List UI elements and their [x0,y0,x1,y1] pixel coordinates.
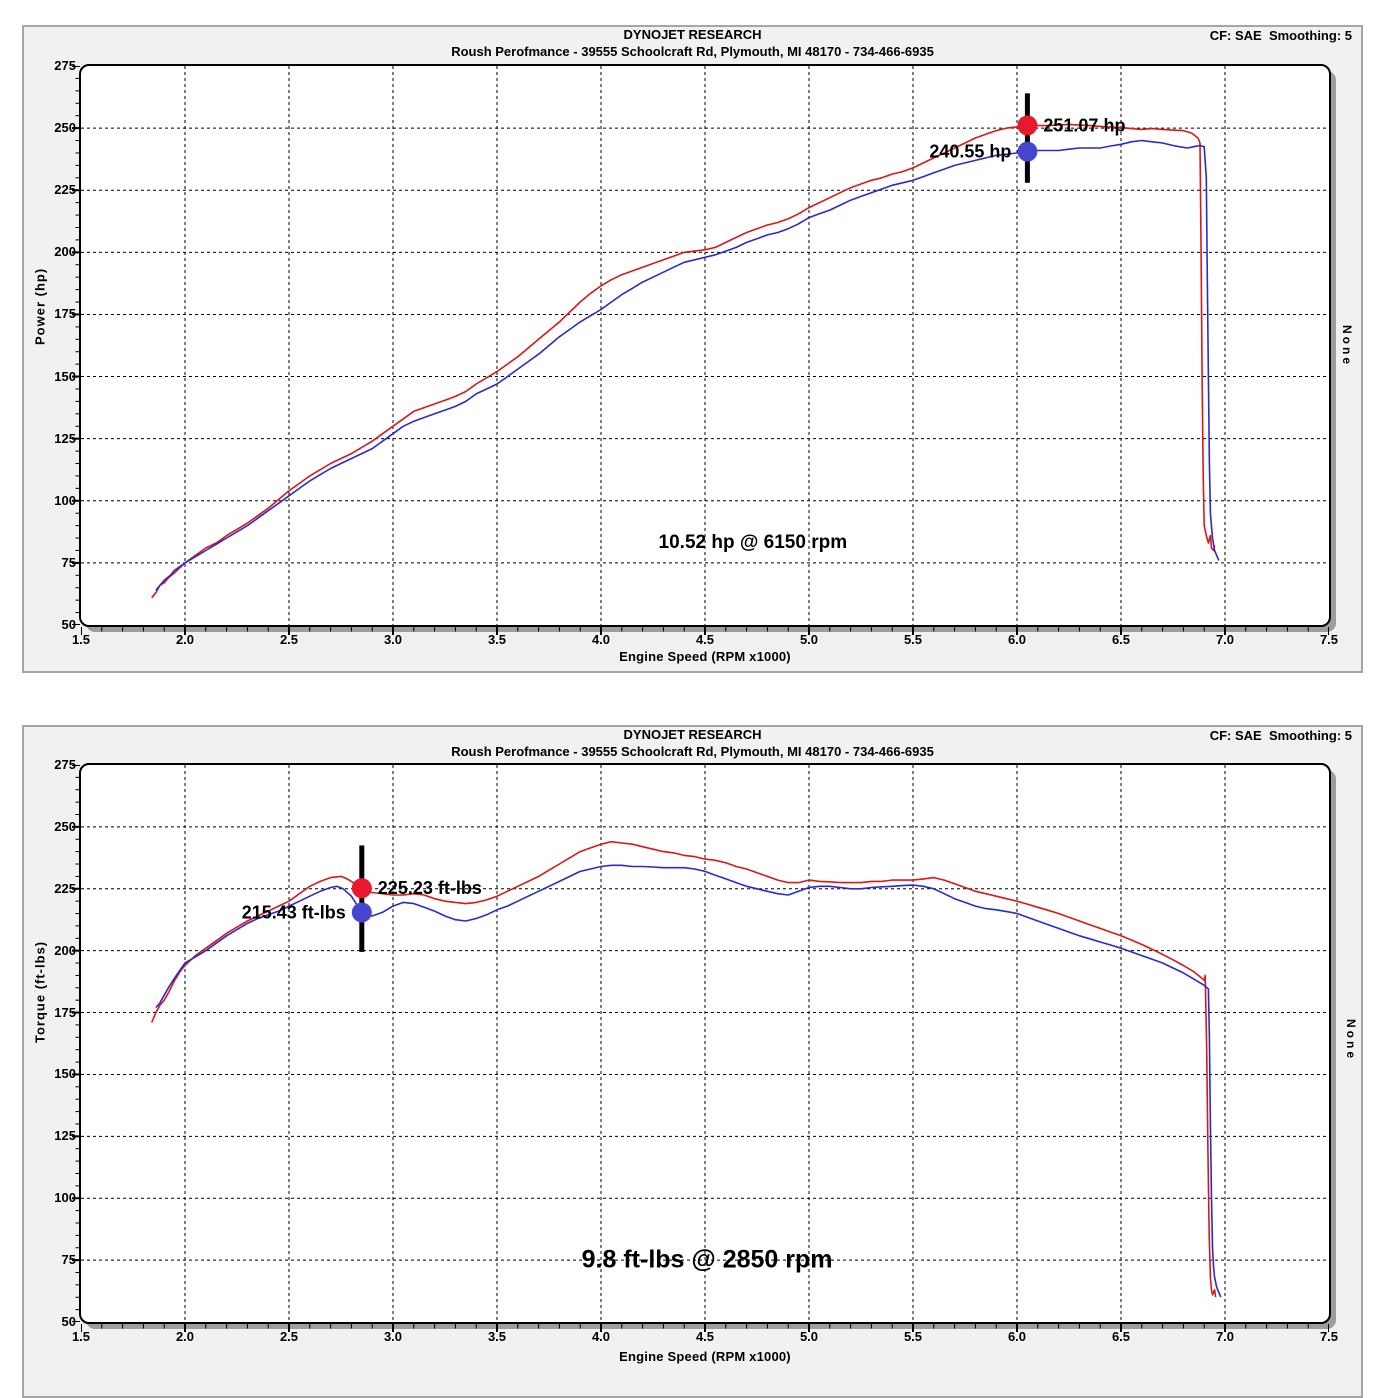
x-tick-label: 6.5 [1111,1329,1131,1344]
power-chart-title: DYNOJET RESEARCH [623,27,762,42]
x-tick-label: 3.0 [383,632,403,647]
marker-value-label: 251.07 hp [1043,115,1125,135]
power-curve-blue-run [155,139,1220,591]
difference-annotation: 9.8 ft-lbs @ 2850 rpm [582,1246,833,1274]
x-tick-label: 5.0 [799,1329,819,1344]
power-plot-area: 10.52 hp @ 6150 rpm 251.07 hp 240.55 hp [79,64,1331,627]
y-tick-label: 250 [54,818,76,834]
marker-value-label: 225.23 ft-lbs [378,878,482,898]
x-tick-label: 6.5 [1111,632,1131,647]
y-tick-label: 50 [61,617,76,632]
power-x-axis-ticks [81,627,1329,635]
y-tick-label: 75 [61,554,76,570]
x-tick-label: 2.0 [175,1329,195,1344]
y-tick-label: 200 [54,244,76,260]
x-tick-label: 5.5 [903,1329,923,1344]
torque-y-axis-ticks [72,765,80,1322]
x-tick-label: 4.5 [695,632,715,647]
x-tick-label: 1.5 [71,632,91,647]
marker-value-label: 240.55 hp [929,142,1011,162]
marker-dot-blue[interactable] [351,902,372,923]
x-tick-label: 2.5 [279,1329,299,1344]
torque-chart-title: DYNOJET RESEARCH [623,727,762,742]
cursor-marker-bar[interactable] [1024,93,1030,183]
torque-chart-subtitle: Roush Perofmance - 39555 Schoolcraft Rd,… [451,744,934,759]
y-tick-label: 100 [54,492,76,508]
y-tick-label: 100 [54,1190,76,1206]
torque-x-axis-title: Engine Speed (RPM x1000) [619,1349,791,1364]
x-tick-label: 4.5 [695,1329,715,1344]
power-correction-smoothing-label: CF: SAE Smoothing: 5 [1209,28,1352,43]
x-tick-label: 7.0 [1215,632,1235,647]
torque-correction-smoothing-label: CF: SAE Smoothing: 5 [1209,728,1352,743]
marker-dot-blue[interactable] [1017,141,1038,162]
x-tick-label: 6.0 [1007,1329,1027,1344]
y-tick-label: 250 [54,120,76,136]
y-tick-label: 150 [54,368,76,384]
x-tick-label: 2.5 [279,632,299,647]
torque-curve-red-run [150,840,1217,1298]
marker-value-label: 215.43 ft-lbs [242,902,346,922]
x-tick-label: 3.5 [487,1329,507,1344]
marker-dot-red[interactable] [351,878,372,899]
x-tick-label: 6.0 [1007,632,1027,647]
y-tick-label: 75 [61,1252,76,1268]
x-tick-label: 4.0 [591,1329,611,1344]
x-tick-label: 3.0 [383,1329,403,1344]
torque-curve-blue-run [155,864,1222,1298]
x-tick-label: 5.0 [799,632,819,647]
power-y-axis-ticks [72,66,80,625]
cursor-marker-bar[interactable] [359,845,365,952]
x-tick-label: 5.5 [903,632,923,647]
x-tick-label: 7.5 [1319,1329,1339,1344]
marker-dot-red[interactable] [1017,115,1038,136]
y-tick-label: 275 [54,757,76,772]
power-plot-canvas: 10.52 hp @ 6150 rpm 251.07 hp 240.55 hp [81,66,1329,625]
y-tick-label: 225 [54,880,76,896]
y-tick-label: 150 [54,1066,76,1082]
x-tick-label: 1.5 [71,1329,91,1344]
y-tick-label: 125 [54,1128,76,1144]
y-tick-label: 125 [54,430,76,446]
power-x-axis-title: Engine Speed (RPM x1000) [619,649,791,664]
power-curve-red-run [151,123,1216,599]
torque-plot-canvas: 9.8 ft-lbs @ 2850 rpm 225.23 ft-lbs 215.43… [81,765,1329,1322]
difference-annotation: 10.52 hp @ 6150 rpm [659,532,848,553]
x-tick-label: 7.0 [1215,1329,1235,1344]
y-tick-label: 175 [54,1004,76,1020]
y-tick-label: 275 [54,58,76,73]
y-tick-label: 200 [54,942,76,958]
y-tick-label: 175 [54,306,76,322]
torque-plot-area: 9.8 ft-lbs @ 2850 rpm 225.23 ft-lbs 215.43… [79,763,1331,1324]
x-tick-label: 2.0 [175,632,195,647]
x-tick-label: 4.0 [591,632,611,647]
power-chart-subtitle: Roush Perofmance - 39555 Schoolcraft Rd,… [451,44,934,59]
x-tick-label: 3.5 [487,632,507,647]
torque-x-axis-ticks [81,1324,1329,1332]
x-tick-label: 7.5 [1319,632,1339,647]
y-tick-label: 225 [54,182,76,198]
y-tick-label: 50 [61,1314,76,1329]
